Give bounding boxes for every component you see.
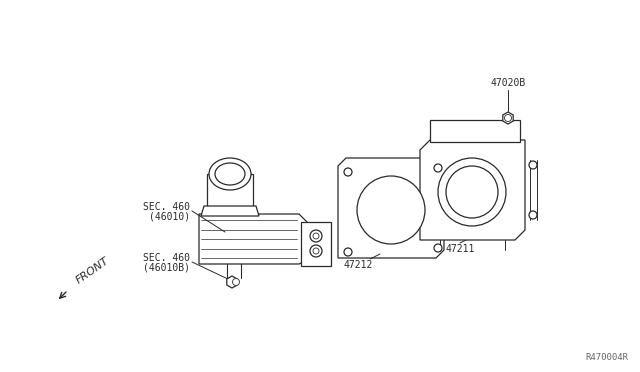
Polygon shape: [227, 276, 237, 288]
Circle shape: [310, 230, 322, 242]
Ellipse shape: [209, 158, 251, 190]
Polygon shape: [420, 140, 525, 240]
Ellipse shape: [446, 166, 498, 218]
Circle shape: [344, 168, 352, 176]
Circle shape: [529, 211, 537, 219]
Polygon shape: [199, 214, 313, 264]
Circle shape: [313, 248, 319, 254]
Text: (46010): (46010): [149, 211, 190, 221]
Polygon shape: [503, 112, 513, 124]
Polygon shape: [338, 158, 444, 258]
Text: FRONT: FRONT: [74, 256, 111, 286]
Circle shape: [434, 164, 442, 172]
Text: (46010B): (46010B): [143, 262, 190, 272]
Text: 47020B: 47020B: [490, 78, 525, 88]
Text: SEC. 460: SEC. 460: [143, 202, 190, 212]
Ellipse shape: [215, 163, 245, 185]
Circle shape: [313, 233, 319, 239]
Text: SEC. 460: SEC. 460: [143, 253, 190, 263]
Text: R470004R: R470004R: [585, 353, 628, 362]
Polygon shape: [301, 222, 331, 266]
Text: 47211: 47211: [445, 244, 475, 254]
Circle shape: [529, 161, 537, 169]
Circle shape: [434, 244, 442, 252]
Text: 47212: 47212: [343, 260, 372, 270]
Circle shape: [232, 279, 239, 285]
Circle shape: [504, 115, 511, 122]
Ellipse shape: [438, 158, 506, 226]
Polygon shape: [201, 206, 259, 216]
Circle shape: [344, 248, 352, 256]
Polygon shape: [430, 120, 520, 142]
Polygon shape: [207, 174, 253, 210]
Circle shape: [310, 245, 322, 257]
Ellipse shape: [357, 176, 425, 244]
